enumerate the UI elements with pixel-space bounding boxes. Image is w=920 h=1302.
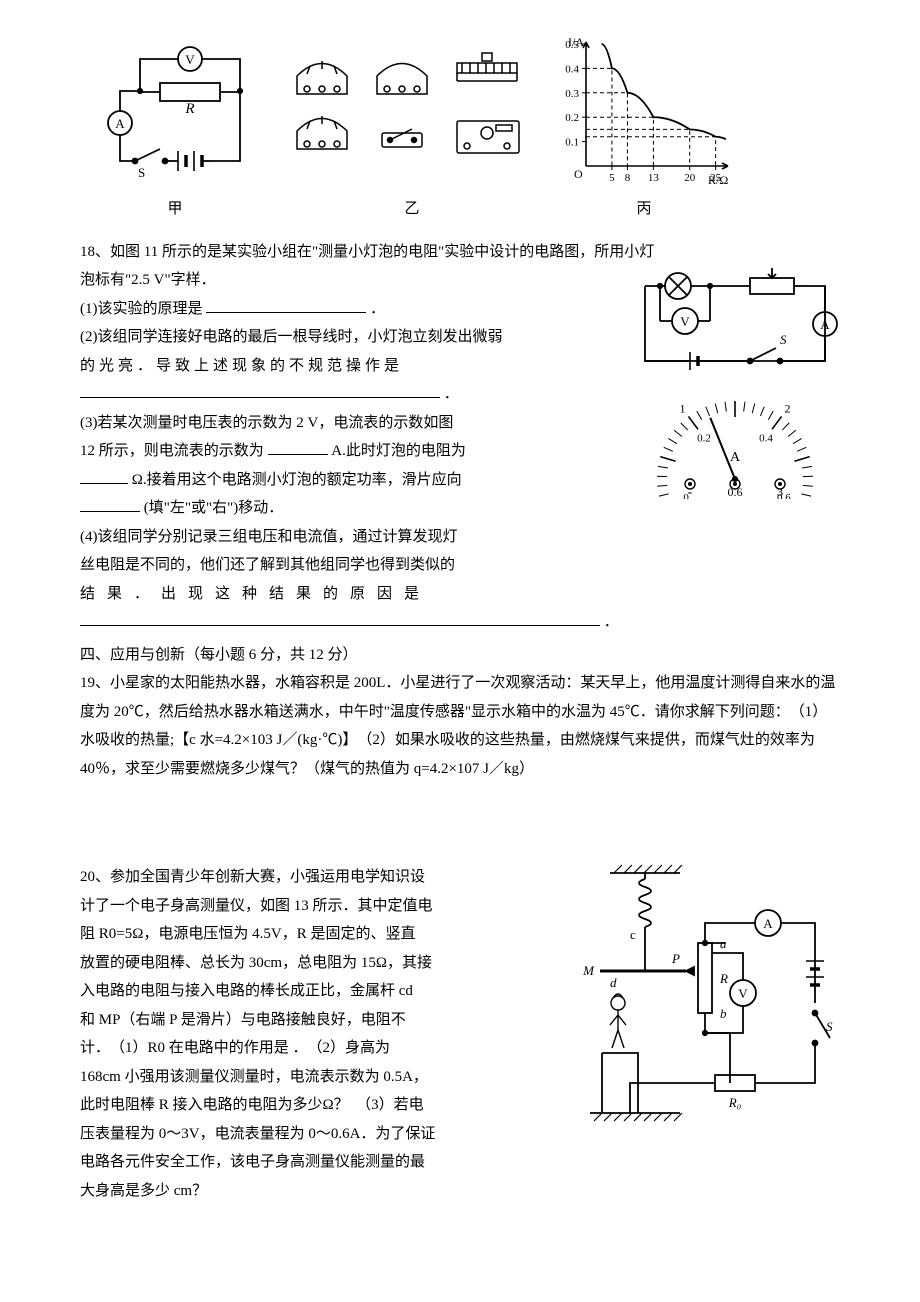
- q20-line: 放置的硬电阻棒、总长为 30cm，总电阻为 15Ω，其接: [80, 949, 564, 978]
- fig-bing-label: 丙: [636, 195, 651, 224]
- q18-p3b: 12 所示，则电流表的示数为: [80, 443, 264, 459]
- q18-p2-a: (2)该组同学连接好电路的最后一根导线时，小灯泡立刻发出微弱: [80, 329, 503, 345]
- q17-figure-row: V R A: [80, 36, 840, 224]
- svg-text:O: O: [574, 167, 583, 181]
- q18-p4-end: ．: [604, 614, 619, 630]
- q20-line: 压表量程为 0～3V，电流表量程为 0～0.6A．为了保证: [80, 1120, 564, 1149]
- q18-p4a: (4)该组同学分别记录三组电压和电流值，通过计算发现灯: [80, 523, 614, 552]
- q18-p4-end-line: ．: [80, 608, 840, 637]
- blank: [268, 439, 328, 455]
- setup-yi-svg: [282, 41, 542, 191]
- q18-lead2: 泡标有"2.5 V"字样．: [80, 266, 614, 295]
- svg-text:R: R: [184, 101, 194, 117]
- svg-text:V: V: [185, 52, 195, 67]
- svg-text:0.3: 0.3: [565, 88, 579, 100]
- svg-text:S: S: [780, 332, 787, 347]
- svg-text:13: 13: [648, 172, 660, 184]
- svg-text:0.2: 0.2: [697, 432, 711, 444]
- svg-text:20: 20: [684, 172, 696, 184]
- q18-p3b-line: 12 所示，则电流表的示数为 A.此时灯泡的电阻为: [80, 437, 614, 466]
- section-4-head: 四、应用与创新（每小题 6 分，共 12 分）: [80, 641, 840, 670]
- svg-text:R: R: [719, 971, 728, 986]
- q20-line: 20、参加全国青少年创新大赛，小强运用电学知识设: [80, 863, 564, 892]
- q20-line: 此时电阻棒 R 接入电路的电阻为多少Ω？ （3）若电: [80, 1091, 564, 1120]
- blank: [80, 468, 128, 484]
- svg-text:2: 2: [785, 401, 791, 415]
- blank: [80, 496, 140, 512]
- q18-p2-line: ．: [80, 380, 614, 409]
- q20-line: 阻 R0=5Ω，电源电压恒为 4.5V，R 是固定的、竖直: [80, 920, 564, 949]
- svg-text:0.2: 0.2: [565, 112, 579, 124]
- fig-yi-label: 乙: [404, 195, 419, 224]
- svg-text:V: V: [680, 314, 690, 329]
- svg-text:0.4: 0.4: [759, 432, 773, 444]
- svg-text:A: A: [820, 317, 830, 332]
- q18-circuit-svg: R A V: [630, 266, 840, 376]
- svg-text:1: 1: [679, 401, 685, 415]
- svg-text:R: R: [767, 266, 776, 268]
- svg-text:5: 5: [609, 172, 615, 184]
- q18-p3e-line: (填"左"或"右")移动．: [80, 494, 614, 523]
- q18-gauge-svg: 01230.20.400.6A-0.63: [630, 384, 840, 499]
- q18-lead: 18、如图 11 所示的是某实验小组在"测量小灯泡的电阻"实验中设计的电路图，所…: [80, 238, 840, 267]
- svg-text:M: M: [582, 963, 595, 978]
- q20-line: 计． （1）R0 在电路中的作用是 ． （2）身高为: [80, 1034, 564, 1063]
- q18-p3e: (填"左"或"右")移动．: [144, 500, 283, 516]
- svg-text:25: 25: [710, 172, 722, 184]
- svg-text:P: P: [671, 951, 680, 966]
- q20-line: 计了一个电子身高测量仪，如图 13 所示．其中定值电: [80, 892, 564, 921]
- q19-text: 19、小星家的太阳能热水器，水箱容积是 200L．小星进行了一次观察活动：某天早…: [80, 669, 840, 783]
- blank: [80, 382, 440, 398]
- svg-text:A: A: [730, 450, 741, 465]
- q18-p1: (1)该实验的原理是 ．: [80, 295, 614, 324]
- q20-line: 电路各元件安全工作，该电子身高测量仪能测量的最: [80, 1148, 564, 1177]
- svg-text:-: -: [688, 485, 693, 499]
- svg-text:S: S: [826, 1019, 833, 1034]
- q18-p4b: 丝电阻是不同的，他们还了解到其他组同学也得到类似的: [80, 551, 614, 580]
- fig-jia: V R A: [80, 41, 270, 224]
- svg-text:0.6: 0.6: [728, 485, 743, 499]
- svg-text:8: 8: [625, 172, 631, 184]
- svg-text:R₀: R₀: [728, 1095, 741, 1110]
- blank: [206, 297, 366, 313]
- spacer: [80, 783, 840, 823]
- svg-text:0.4: 0.4: [565, 63, 579, 75]
- q18-p3c: A.此时灯泡的电阻为: [331, 443, 466, 459]
- spacer: [80, 823, 840, 863]
- q20-line: 入电路的电阻与接入电路的棒长成正比，金属杆 cd: [80, 977, 564, 1006]
- svg-text:A: A: [763, 916, 773, 931]
- q20-line: 大身高是多少 cm？: [80, 1177, 564, 1206]
- q20-line: 168cm 小强用该测量仪测量时，电流表示数为 0.5A，: [80, 1063, 564, 1092]
- svg-text:0.1: 0.1: [565, 137, 579, 149]
- q18-p2-end: ．: [444, 386, 459, 402]
- q18-p1-a: (1)该实验的原理是: [80, 301, 203, 317]
- q18-p2: (2)该组同学连接好电路的最后一根导线时，小灯泡立刻发出微弱: [80, 323, 614, 352]
- svg-text:c: c: [630, 927, 636, 942]
- svg-text:d: d: [610, 975, 617, 990]
- q18-p4-just: 结果．出现这种结果的原因是: [80, 580, 840, 609]
- circuit-jia-svg: V R A: [80, 41, 270, 191]
- fig-jia-label: 甲: [167, 195, 182, 224]
- svg-text:V: V: [738, 986, 748, 1001]
- svg-text:A: A: [115, 116, 125, 131]
- q18-p3a: (3)若某次测量时电压表的示数为 2 V，电流表的示数如图: [80, 409, 614, 438]
- fig-bing: I/AR/ΩO0.10.20.30.40.558132025 丙: [554, 36, 734, 224]
- q20-circuit-svg: c M d P a R b: [580, 863, 840, 1133]
- svg-text:b: b: [720, 1006, 727, 1021]
- svg-text:0.5: 0.5: [565, 39, 579, 51]
- q18-p3d-line: Ω.接着用这个电路测小灯泡的额定功率，滑片应向: [80, 466, 614, 495]
- q18-p1-b: ．: [370, 301, 385, 317]
- q18-p2-just: 的光亮．导致上述现象的不规范操作是: [80, 352, 614, 381]
- fig-yi: 乙: [282, 41, 542, 224]
- graph-bing-svg: I/AR/ΩO0.10.20.30.40.558132025: [554, 36, 734, 191]
- blank: [80, 610, 600, 626]
- svg-text:S: S: [138, 165, 145, 180]
- q20-line: 和 MP（右端 P 是滑片）与电路接触良好，电阻不: [80, 1006, 564, 1035]
- q18-p3d: Ω.接着用这个电路测小灯泡的额定功率，滑片应向: [132, 472, 462, 488]
- q20-text: 20、参加全国青少年创新大赛，小强运用电学知识设计了一个电子身高测量仪，如图 1…: [80, 863, 564, 1205]
- svg-text:3: 3: [777, 485, 783, 499]
